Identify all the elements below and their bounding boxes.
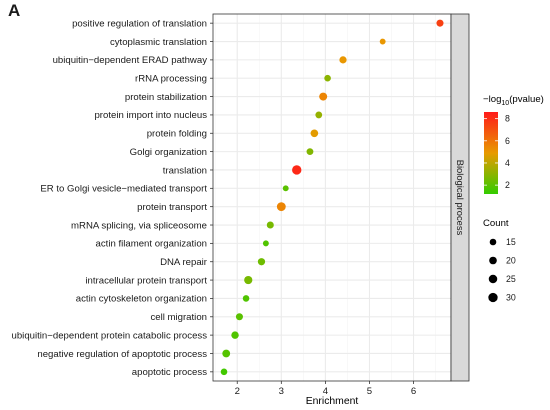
x-tick-label: 3 [279,386,284,397]
facet-label: Biological process [455,160,466,236]
category-labels: positive regulation of translation cytopl… [12,18,213,378]
category-label: cell migration [150,312,207,323]
category-label: mRNA splicing, via spliceosome [71,220,207,231]
x-tick-label: 6 [411,386,416,397]
color-legend-label: 4 [505,158,510,168]
category-label: cytoplasmic translation [110,37,207,48]
category-label: positive regulation of translation [72,18,207,29]
size-legend-key [488,274,498,284]
data-points [220,19,444,376]
category-label: protein folding [147,129,207,140]
data-point [319,92,328,101]
data-point [436,19,444,27]
size-legend-key [488,292,498,303]
data-point [282,185,289,192]
data-point [276,202,286,212]
data-point [306,148,314,156]
category-label: DNA repair [160,257,208,268]
size-legend-label: 15 [506,237,516,247]
data-point [339,56,347,64]
color-legend-title: −log10(pvalue) [483,94,544,107]
size-legend-label: 20 [506,256,516,266]
data-point [315,111,323,119]
x-tick-label: 2 [235,386,240,397]
data-point [324,74,331,82]
category-label: actin filament organization [96,239,207,250]
data-point [242,295,250,302]
size-legend-title: Count [483,218,509,229]
color-legend: −log10(pvalue) 2 4 6 8 [483,94,544,194]
panel-label: A [8,1,21,20]
x-axis-ticks: 2 3 4 5 6 [235,381,416,397]
category-label: Golgi organization [130,147,207,158]
category-label: translation [163,165,207,176]
category-label: apoptotic process [132,367,207,378]
data-point [292,165,302,175]
facet-strip: Biological process [450,13,470,382]
x-axis-title: Enrichment [306,396,359,407]
category-label: rRNA processing [135,74,207,85]
size-legend-label: 25 [506,274,516,284]
data-point [244,275,253,285]
data-point [231,331,239,339]
size-legend-label: 30 [506,293,516,303]
data-point [222,349,231,358]
gridlines [213,14,451,381]
size-legend: Count 15 20 25 30 [483,218,516,303]
data-point [262,240,269,247]
color-legend-label: 6 [505,136,510,146]
data-point [220,368,228,376]
category-label: protein transport [137,202,207,213]
size-legend-key [489,256,497,265]
data-point [235,313,243,321]
data-point [257,258,266,266]
category-label: ER to Golgi vesicle−mediated transport [40,184,207,195]
category-label: ubiquitin−dependent ERAD pathway [53,55,208,66]
category-label: protein stabilization [125,92,207,103]
category-label: intracellular protein transport [85,275,207,286]
color-legend-label: 8 [505,114,510,124]
category-label: actin cytoskeleton organization [76,294,207,305]
size-legend-key [489,238,497,246]
data-point [379,38,386,45]
color-bar [484,112,498,194]
data-point [266,221,274,229]
color-legend-label: 2 [505,180,510,190]
category-label: protein import into nucleus [94,110,207,121]
data-point [310,129,319,138]
x-tick-label: 5 [367,386,372,397]
category-label: ubiquitin−dependent protein catabolic pr… [12,330,208,341]
x-tick-label: 4 [323,386,329,397]
category-label: negative regulation of apoptotic process [37,349,207,360]
